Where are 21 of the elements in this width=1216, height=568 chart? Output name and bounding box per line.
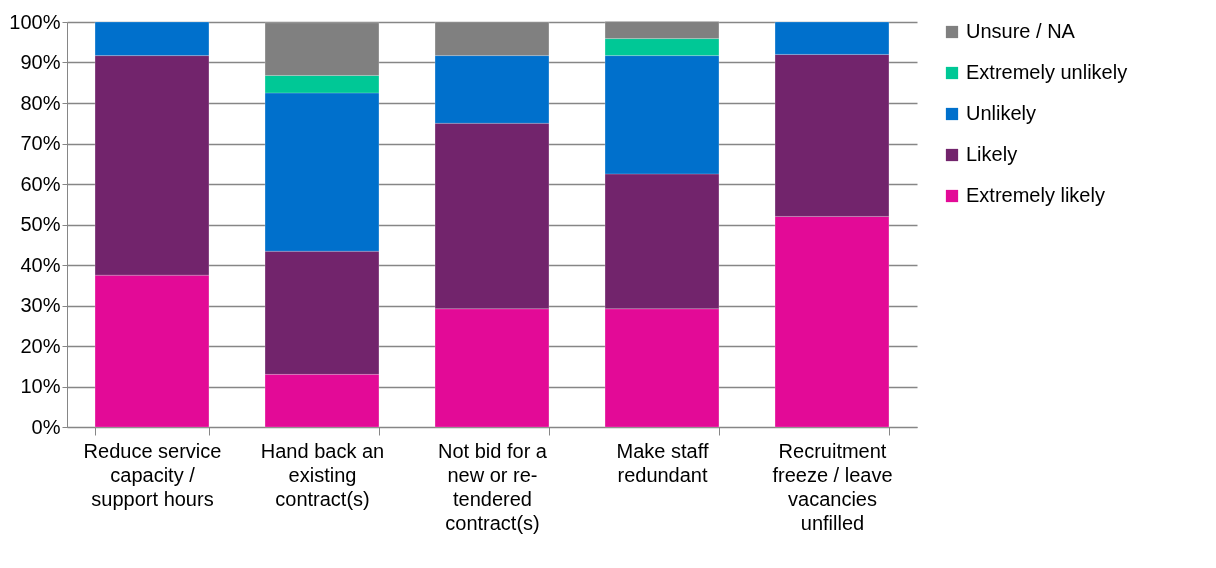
y-tick-label: 20% [20, 334, 61, 357]
y-tick-label: 10% [20, 375, 61, 397]
y-tick-label: 60% [20, 172, 61, 195]
y-tick-label: 70% [20, 132, 61, 154]
x-tick-label: Reduce service capacity / support hours [83, 439, 222, 510]
legend-label: Unsure / NA [966, 20, 1076, 42]
y-tick-label: 100% [9, 10, 61, 33]
x-tick-label: Recruitment freeze / leave vacancies unfilled [772, 439, 893, 534]
legend-label: Likely [966, 143, 1018, 165]
y-tick-label: 30% [20, 294, 61, 316]
legend-label: Unlikely [966, 102, 1037, 124]
y-tick-label: 40% [20, 253, 61, 276]
x-tick-label: Make staff redundant [616, 439, 709, 486]
y-tick-label: 0% [31, 415, 61, 438]
legend-label: Extremely likely [966, 184, 1105, 206]
y-tick-label: 50% [20, 213, 61, 235]
y-tick-label: 90% [20, 51, 61, 73]
y-tick-label: 80% [20, 91, 61, 114]
legend-label: Extremely unlikely [966, 61, 1128, 83]
x-tick-label: Not bid for a new or re-tendered contract(s) [438, 439, 548, 534]
x-tick-label: Hand back an existing contract(s) [260, 439, 385, 510]
